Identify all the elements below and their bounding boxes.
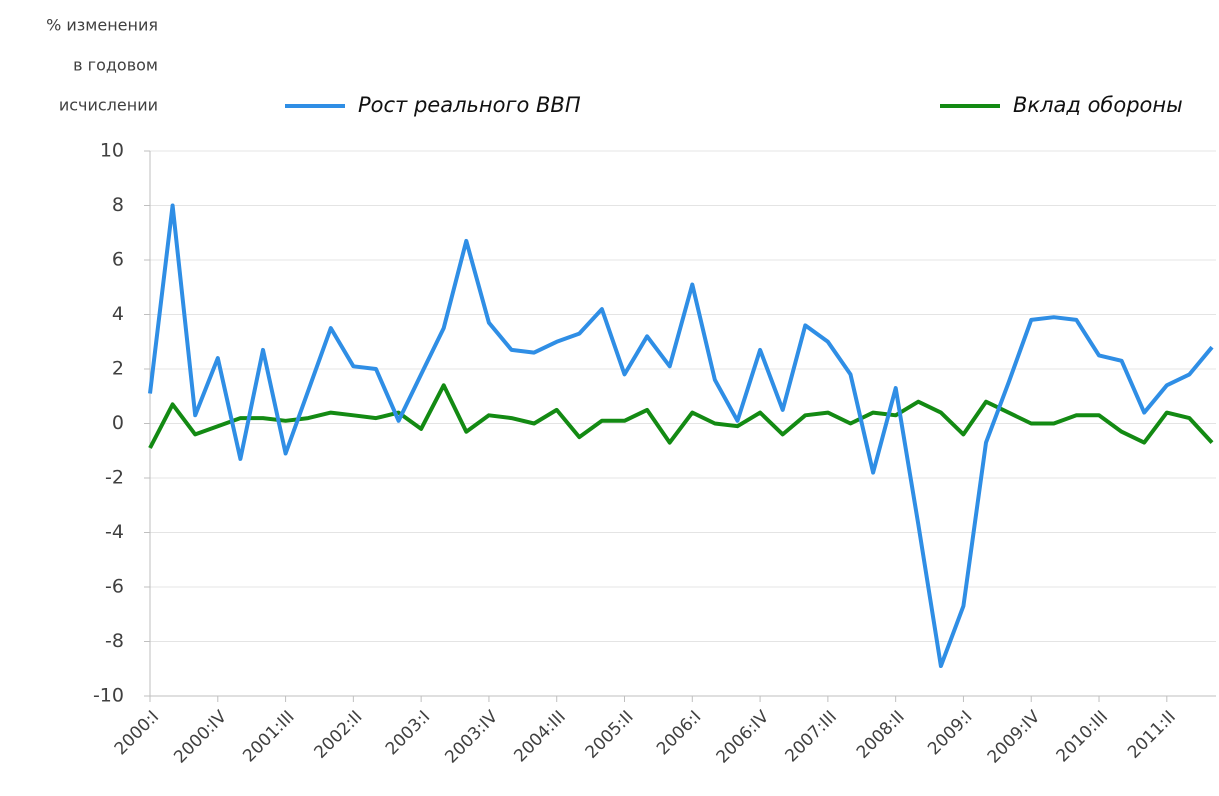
y-tick-label: 8 (112, 194, 124, 216)
series-line (148, 203, 1214, 668)
y-tick-label: -4 (105, 521, 124, 543)
y-tick-label: 4 (112, 303, 124, 325)
y-tick-label: 2 (112, 358, 124, 380)
x-tick-label: 2010:III (1053, 707, 1112, 766)
x-tick-label: 2003:IV (441, 707, 502, 768)
y-tick-label: -10 (93, 685, 124, 707)
x-tick-label: 2001:III (239, 707, 298, 766)
x-tick-label: 2007:III (782, 707, 841, 766)
x-tick-label: 2000:I (111, 707, 163, 759)
y-axis-label: в годовом (73, 56, 158, 75)
y-tick-label: -6 (105, 576, 124, 598)
x-tick-label: 2002:II (311, 707, 367, 763)
x-tick-label: 2011:II (1124, 707, 1180, 763)
series-line (148, 383, 1214, 449)
legend-label: Вклад обороны (1013, 93, 1183, 117)
x-tick-label: 2003:I (382, 707, 434, 759)
y-tick-label: 10 (100, 140, 124, 162)
x-tick-label: 2008:II (853, 707, 909, 763)
y-tick-label: -8 (105, 630, 124, 652)
x-tick-label: 2009:IV (984, 707, 1045, 768)
y-axis-label: % изменения (46, 16, 158, 35)
x-tick-label: 2005:II (582, 707, 638, 763)
legend-label: Рост реального ВВП (358, 93, 581, 117)
x-tick-label: 2004:III (510, 707, 569, 766)
y-tick-label: 6 (112, 249, 124, 271)
y-tick-label: 0 (112, 412, 124, 434)
x-tick-label: 2009:I (924, 707, 976, 759)
y-tick-label: -2 (105, 467, 124, 489)
y-axis-label: исчислении (59, 96, 158, 115)
x-tick-label: 2000:IV (170, 707, 231, 768)
x-tick-label: 2006:I (653, 707, 705, 759)
x-tick-label: 2006:IV (713, 707, 774, 768)
